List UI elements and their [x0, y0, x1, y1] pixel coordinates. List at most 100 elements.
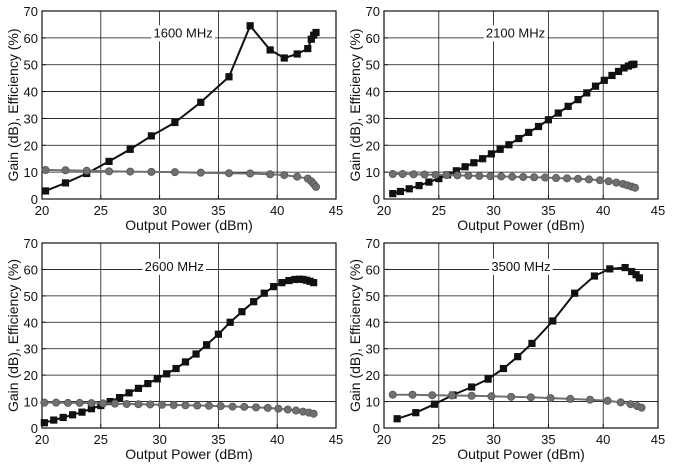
x-tick-label: 45	[329, 203, 343, 218]
data-point-circle	[224, 169, 233, 178]
data-point-square	[415, 181, 423, 190]
x-tick-label: 35	[211, 432, 225, 447]
data-point-circle	[603, 396, 612, 405]
data-point-circle	[61, 166, 70, 175]
data-point-circle	[157, 400, 166, 409]
data-point-square	[505, 141, 513, 149]
y-tick-label: 20	[366, 368, 380, 383]
y-tick-label: 0	[373, 421, 380, 436]
x-tick-label: 20	[377, 203, 391, 218]
plot-frame	[41, 10, 337, 200]
x-tick-label: 40	[596, 432, 610, 447]
data-point-square	[470, 159, 478, 167]
y-tick-label: 40	[24, 315, 38, 330]
data-point-square	[304, 45, 312, 53]
data-point-square	[238, 308, 246, 316]
y-tick-label: 20	[24, 368, 38, 383]
y-tick-label: 50	[366, 289, 380, 304]
data-point-circle	[196, 168, 205, 177]
y-tick-label: 20	[366, 138, 380, 153]
data-point-circle	[508, 172, 517, 181]
data-point-circle	[453, 171, 462, 180]
data-point-circle	[497, 172, 506, 181]
data-point-square	[425, 178, 433, 186]
x-tick-label: 30	[152, 432, 166, 447]
data-point-square	[312, 28, 320, 37]
data-point-square	[525, 128, 533, 136]
data-point-circle	[193, 401, 202, 410]
data-point-circle	[604, 177, 613, 186]
plot-frame	[383, 10, 659, 200]
y-tick-label: 60	[24, 31, 38, 46]
y-tick-label: 70	[366, 236, 380, 251]
data-point-square	[621, 263, 629, 272]
data-point-square	[203, 341, 211, 349]
data-point-square	[389, 190, 397, 198]
data-point-circle	[563, 174, 572, 183]
data-point-square	[534, 122, 543, 131]
chart-title-bg	[489, 258, 553, 275]
data-point-square	[250, 298, 258, 306]
data-point-circle	[252, 403, 261, 412]
y-tick-label: 30	[366, 342, 380, 357]
data-point-circle	[147, 167, 156, 176]
data-point-square	[310, 279, 318, 287]
data-point-circle	[216, 402, 225, 411]
data-point-square	[153, 375, 161, 383]
data-point-circle	[170, 168, 179, 177]
y-tick-label: 10	[366, 395, 380, 410]
y-tick-label: 30	[366, 111, 380, 126]
data-point-circle	[40, 398, 49, 407]
data-point-square	[78, 408, 86, 416]
data-point-circle	[431, 170, 440, 179]
data-point-square	[163, 370, 171, 378]
y-tick-label: 10	[24, 165, 38, 180]
data-point-square	[40, 419, 48, 427]
data-point-circle	[266, 170, 275, 179]
data-point-square	[59, 413, 67, 422]
data-point-circle	[134, 400, 143, 409]
data-point-square	[574, 96, 582, 104]
chart-title: 1600 MHz	[153, 25, 212, 40]
y-tick-label: 60	[24, 262, 38, 277]
data-point-circle	[507, 392, 516, 401]
data-point-circle	[487, 392, 496, 401]
data-point-square	[181, 358, 190, 366]
data-point-square	[68, 411, 77, 419]
data-point-circle	[75, 398, 84, 407]
data-point-circle	[566, 394, 575, 403]
y-tick-label: 30	[24, 342, 38, 357]
chart-panel-2: 20 25 30 35 40 45 0 10 20 30 40 50 60 70 Output Power …	[5, 236, 343, 462]
data-point-circle	[309, 409, 318, 418]
data-point-square	[144, 379, 152, 388]
data-point-square	[270, 283, 278, 291]
data-point-circle	[428, 391, 437, 400]
data-point-circle	[105, 167, 114, 176]
data-point-square	[226, 318, 234, 326]
data-point-circle	[526, 393, 535, 402]
data-point-circle	[240, 402, 249, 411]
x-tick-label: 45	[651, 432, 665, 447]
data-point-square	[549, 317, 557, 325]
x-tick-label: 40	[270, 432, 284, 447]
data-point-circle	[169, 401, 178, 410]
data-point-circle	[595, 176, 604, 185]
data-point-circle	[616, 398, 625, 407]
plot-frame	[383, 242, 659, 429]
y-tick-label: 40	[366, 315, 380, 330]
data-point-circle	[388, 170, 397, 179]
data-point-circle	[447, 391, 456, 400]
chart-title: 2100 MHz	[486, 25, 545, 40]
y-tick-label: 50	[24, 289, 38, 304]
x-tick-label: 45	[651, 203, 665, 218]
y-tick-label: 20	[24, 138, 38, 153]
x-axis-label: Output Power (dBm)	[457, 446, 585, 462]
data-point-square	[214, 330, 222, 338]
y-tick-label: 50	[366, 58, 380, 73]
data-point-circle	[475, 171, 484, 180]
data-point-square	[630, 60, 638, 68]
data-point-circle	[41, 165, 50, 174]
x-tick-label: 35	[541, 203, 555, 218]
data-point-square	[496, 145, 504, 153]
x-tick-label: 25	[432, 432, 446, 447]
